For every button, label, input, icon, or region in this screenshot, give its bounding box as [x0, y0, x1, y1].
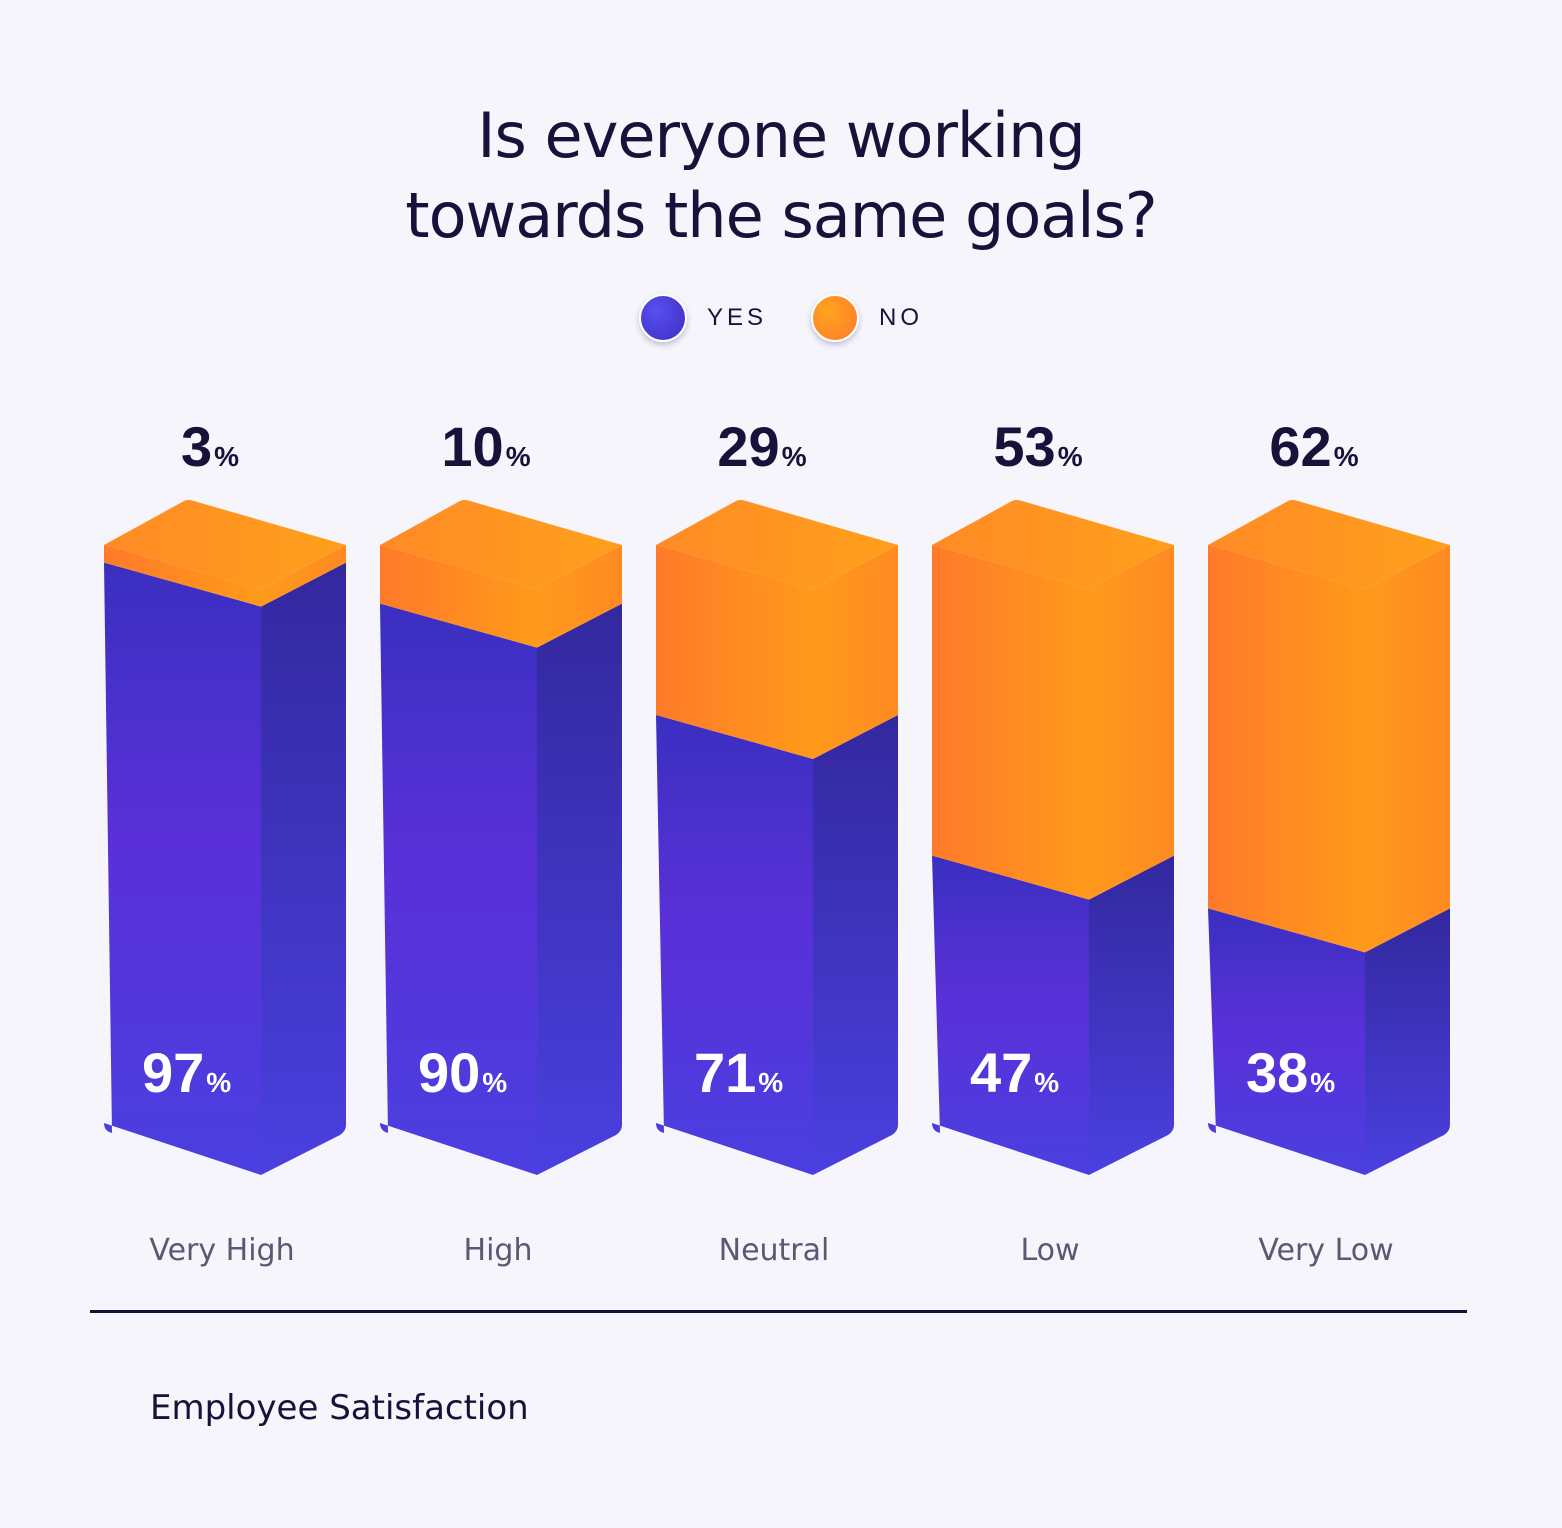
chart-title-line-2: towards the same goals? [405, 179, 1157, 252]
bar-group-neutral: 29%71%Neutral [656, 415, 898, 1268]
bar-yes-side-high [537, 603, 622, 1175]
yes-value-number-high: 90 [418, 1041, 480, 1104]
bars-layer: 3%97%Very High10%90%High29%71%Neutral53%… [104, 415, 1450, 1268]
legend-label-no: NO [879, 304, 924, 331]
bar-no-side-very-high [261, 545, 346, 607]
no-value-number-very-high: 3 [181, 415, 212, 478]
bar-no-side-very-low [1365, 545, 1450, 953]
category-label-high: High [464, 1233, 533, 1268]
yes-value-number-low: 47 [970, 1041, 1032, 1104]
bar-no-side-neutral [813, 545, 898, 759]
no-value-unit-high: % [506, 441, 531, 472]
legend-item-yes: YES [638, 294, 768, 342]
yes-value-unit-very-high: % [206, 1067, 231, 1098]
legend-item-no: NO [811, 294, 923, 342]
no-value-unit-very-high: % [214, 441, 239, 472]
bar-yes-side-very-low [1365, 908, 1450, 1175]
bar-no-front-neutral [656, 545, 813, 759]
yes-value-label-very-low: 38% [1246, 1041, 1335, 1104]
no-value-unit-very-low: % [1334, 441, 1359, 472]
no-value-label-very-low: 62% [1269, 415, 1358, 478]
legend-swatch-yes [638, 294, 687, 342]
x-axis-label: Employee Satisfaction [150, 1388, 529, 1428]
chart-title: Is everyone working towards the same goa… [0, 96, 1562, 256]
category-label-low: Low [1020, 1233, 1079, 1268]
no-value-label-low: 53% [993, 415, 1082, 478]
no-value-label-neutral: 29% [717, 415, 806, 478]
bar-group-very-high: 3%97%Very High [104, 415, 346, 1268]
bar-yes-front-high [380, 603, 537, 1175]
bar-top-cap-very-low [1208, 500, 1450, 589]
yes-value-unit-neutral: % [758, 1067, 783, 1098]
no-value-number-neutral: 29 [717, 415, 779, 478]
bar-yes-front-very-low [1208, 908, 1365, 1175]
bar-no-side-high [537, 545, 622, 648]
bar-no-front-very-low [1208, 545, 1365, 953]
yes-value-unit-low: % [1034, 1067, 1059, 1098]
yes-value-label-high: 90% [418, 1041, 507, 1104]
chart-legend: YES NO [0, 294, 1562, 342]
bar-group-very-low: 62%38%Very Low [1208, 415, 1450, 1268]
no-value-number-very-low: 62 [1269, 415, 1331, 478]
yes-value-number-very-low: 38 [1246, 1041, 1308, 1104]
legend-label-yes: YES [706, 304, 768, 331]
no-value-unit-neutral: % [782, 441, 807, 472]
no-value-label-high: 10% [441, 415, 530, 478]
bar-no-front-high [380, 545, 537, 648]
bar-yes-front-low [932, 855, 1089, 1175]
legend-swatch-no [811, 294, 860, 342]
bar-top-cap-neutral [656, 500, 898, 589]
bar-yes-front-neutral [656, 714, 813, 1175]
x-axis-rule [90, 1310, 1467, 1313]
yes-value-unit-high: % [482, 1067, 507, 1098]
category-label-very-low: Very Low [1258, 1233, 1393, 1268]
yes-value-number-very-high: 97 [142, 1041, 204, 1104]
bar-top-cap-high [380, 500, 622, 589]
no-value-unit-low: % [1058, 441, 1083, 472]
yes-value-unit-very-low: % [1310, 1067, 1335, 1098]
bar-yes-side-low [1089, 855, 1174, 1175]
chart-title-line-1: Is everyone working [477, 99, 1085, 172]
bar-yes-side-neutral [813, 714, 898, 1175]
bar-group-low: 53%47%Low [932, 415, 1174, 1268]
bar-no-side-low [1089, 545, 1174, 900]
bar-top-cap-low [932, 500, 1174, 589]
yes-value-number-neutral: 71 [694, 1041, 756, 1104]
yes-value-label-neutral: 71% [694, 1041, 783, 1104]
bar-top-cap-very-high [104, 500, 346, 589]
bar-group-high: 10%90%High [380, 415, 622, 1268]
bar-no-front-low [932, 545, 1089, 900]
bar-yes-side-very-high [261, 562, 346, 1175]
category-label-neutral: Neutral [719, 1233, 830, 1268]
no-value-number-low: 53 [993, 415, 1055, 478]
bar-no-front-very-high [104, 545, 261, 607]
yes-value-label-very-high: 97% [142, 1041, 231, 1104]
category-label-very-high: Very High [149, 1233, 294, 1268]
no-value-number-high: 10 [441, 415, 503, 478]
no-value-label-very-high: 3% [181, 415, 239, 478]
bar-yes-front-very-high [104, 562, 261, 1175]
yes-value-label-low: 47% [970, 1041, 1059, 1104]
